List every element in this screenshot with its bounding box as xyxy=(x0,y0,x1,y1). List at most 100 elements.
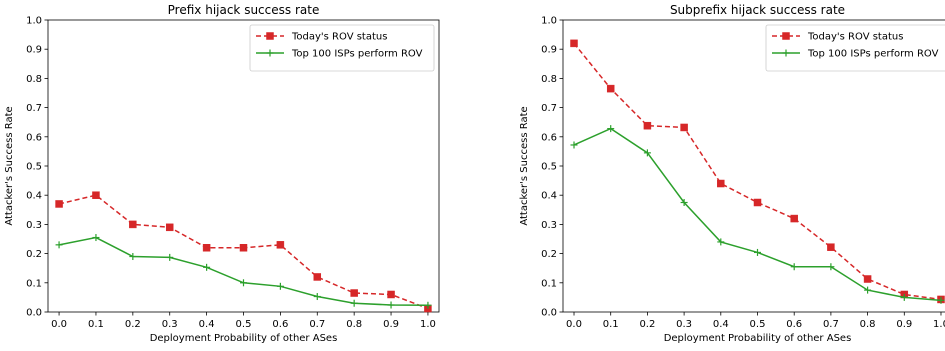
data-point xyxy=(680,123,688,132)
x-tick-label: 0.2 xyxy=(125,319,141,330)
data-point xyxy=(680,199,688,206)
x-tick-label: 0.4 xyxy=(713,319,729,330)
legend-label: Top 100 ISPs perform ROV xyxy=(291,49,423,60)
chart-0: Prefix hijack success rate 0.0 0.1 0.2 0.3 0.… xyxy=(4,3,440,344)
data-point xyxy=(55,241,63,249)
y-tick-label: 0.8 xyxy=(26,74,42,85)
y-tick-label: 0.2 xyxy=(26,249,42,260)
y-tick-label: 0.0 xyxy=(541,308,557,319)
legend-swatch-marker xyxy=(782,32,790,40)
x-tick-label: 0.7 xyxy=(823,319,839,330)
series-line-0 xyxy=(573,42,942,301)
legend: Today's ROV status Top 100 ISPs perform R… xyxy=(249,24,435,72)
data-point xyxy=(129,253,137,261)
data-point xyxy=(313,273,322,281)
y-tick-label: 0.9 xyxy=(26,45,42,56)
x-tick-label: 0.9 xyxy=(896,319,912,330)
data-point xyxy=(387,290,395,299)
y-axis-label: Attacker's Success Rate xyxy=(519,106,530,225)
data-point xyxy=(937,296,945,304)
data-point xyxy=(240,279,247,287)
data-point xyxy=(717,238,725,246)
chart-1: Subprefix hijack success rate 0.0 0.1 0.2 0.… xyxy=(519,3,945,344)
x-tick-label: 0.1 xyxy=(88,319,104,330)
x-tick-label: 0.8 xyxy=(860,319,876,330)
y-tick-label: 0.0 xyxy=(26,308,42,319)
data-point xyxy=(92,234,100,242)
data-point xyxy=(790,214,798,223)
y-tick-label: 0.5 xyxy=(541,162,557,173)
data-point xyxy=(754,248,761,256)
y-tick-label: 1.0 xyxy=(541,16,557,27)
y-tick-label: 0.3 xyxy=(26,220,42,231)
x-tick-label: 1.0 xyxy=(420,319,436,330)
data-point xyxy=(239,244,248,252)
data-point xyxy=(55,200,63,208)
data-point xyxy=(753,198,762,207)
x-axis-label: Deployment Probability of other ASes xyxy=(150,333,338,344)
data-point xyxy=(827,243,835,251)
x-tick-label: 0.2 xyxy=(639,319,655,330)
y-tick-label: 0.4 xyxy=(26,191,42,202)
y-tick-label: 0.3 xyxy=(541,220,557,231)
y-tick-label: 0.8 xyxy=(541,74,557,85)
x-tick-label: 0.0 xyxy=(51,319,67,330)
data-point xyxy=(313,293,321,301)
legend-swatch-marker xyxy=(266,32,274,40)
data-point xyxy=(570,141,578,149)
data-point xyxy=(203,263,211,271)
data-point xyxy=(92,191,100,199)
y-tick-label: 0.6 xyxy=(541,132,557,143)
x-tick-label: 0.6 xyxy=(272,319,288,330)
y-tick-label: 1.0 xyxy=(26,16,42,27)
data-point xyxy=(129,220,137,229)
y-tick-label: 0.1 xyxy=(541,278,557,289)
data-point xyxy=(643,149,651,157)
y-tick-label: 0.6 xyxy=(26,132,42,143)
legend-label: Today's ROV status xyxy=(807,32,903,43)
x-tick-label: 0.4 xyxy=(199,319,215,330)
data-point xyxy=(165,223,174,232)
legend-label: Top 100 ISPs perform ROV xyxy=(807,49,939,60)
x-tick-label: 0.8 xyxy=(346,319,362,330)
data-point xyxy=(350,299,358,307)
legend-box xyxy=(249,24,435,72)
y-tick-label: 0.5 xyxy=(26,162,42,173)
x-tick-label: 0.3 xyxy=(676,319,692,330)
y-tick-label: 0.7 xyxy=(541,103,557,114)
legend-swatch-marker xyxy=(782,49,790,57)
data-point xyxy=(350,289,358,297)
legend-swatch-marker xyxy=(266,49,274,57)
series-line-1 xyxy=(573,127,942,302)
legend-box xyxy=(765,24,945,72)
data-point xyxy=(717,179,725,188)
data-point xyxy=(570,39,578,48)
legend-label: Today's ROV status xyxy=(291,32,387,43)
data-point xyxy=(606,84,615,93)
y-axis-label: Attacker's Success Rate xyxy=(4,106,15,225)
x-tick-label: 0.1 xyxy=(603,319,619,330)
y-tick-label: 0.7 xyxy=(26,103,42,114)
data-point xyxy=(424,301,432,309)
data-point xyxy=(863,275,872,283)
data-point xyxy=(276,241,285,249)
x-tick-label: 0.6 xyxy=(786,319,802,330)
x-tick-label: 0.9 xyxy=(383,319,399,330)
y-tick-label: 0.1 xyxy=(26,278,42,289)
data-point xyxy=(827,263,835,271)
data-point xyxy=(166,253,174,261)
series-line-0 xyxy=(58,194,429,310)
x-tick-label: 0.3 xyxy=(162,319,178,330)
chart-title: Prefix hijack success rate xyxy=(168,3,320,17)
x-tick-label: 0.5 xyxy=(750,319,766,330)
x-axis-label: Deployment Probability of other ASes xyxy=(664,333,852,344)
data-point xyxy=(276,282,284,290)
x-tick-label: 0.7 xyxy=(309,319,325,330)
y-tick-label: 0.4 xyxy=(541,191,557,202)
x-tick-label: 0.5 xyxy=(236,319,252,330)
data-point xyxy=(790,263,798,271)
data-point xyxy=(607,125,615,133)
legend: Today's ROV status Top 100 ISPs perform R… xyxy=(765,24,945,72)
data-point xyxy=(900,293,908,301)
